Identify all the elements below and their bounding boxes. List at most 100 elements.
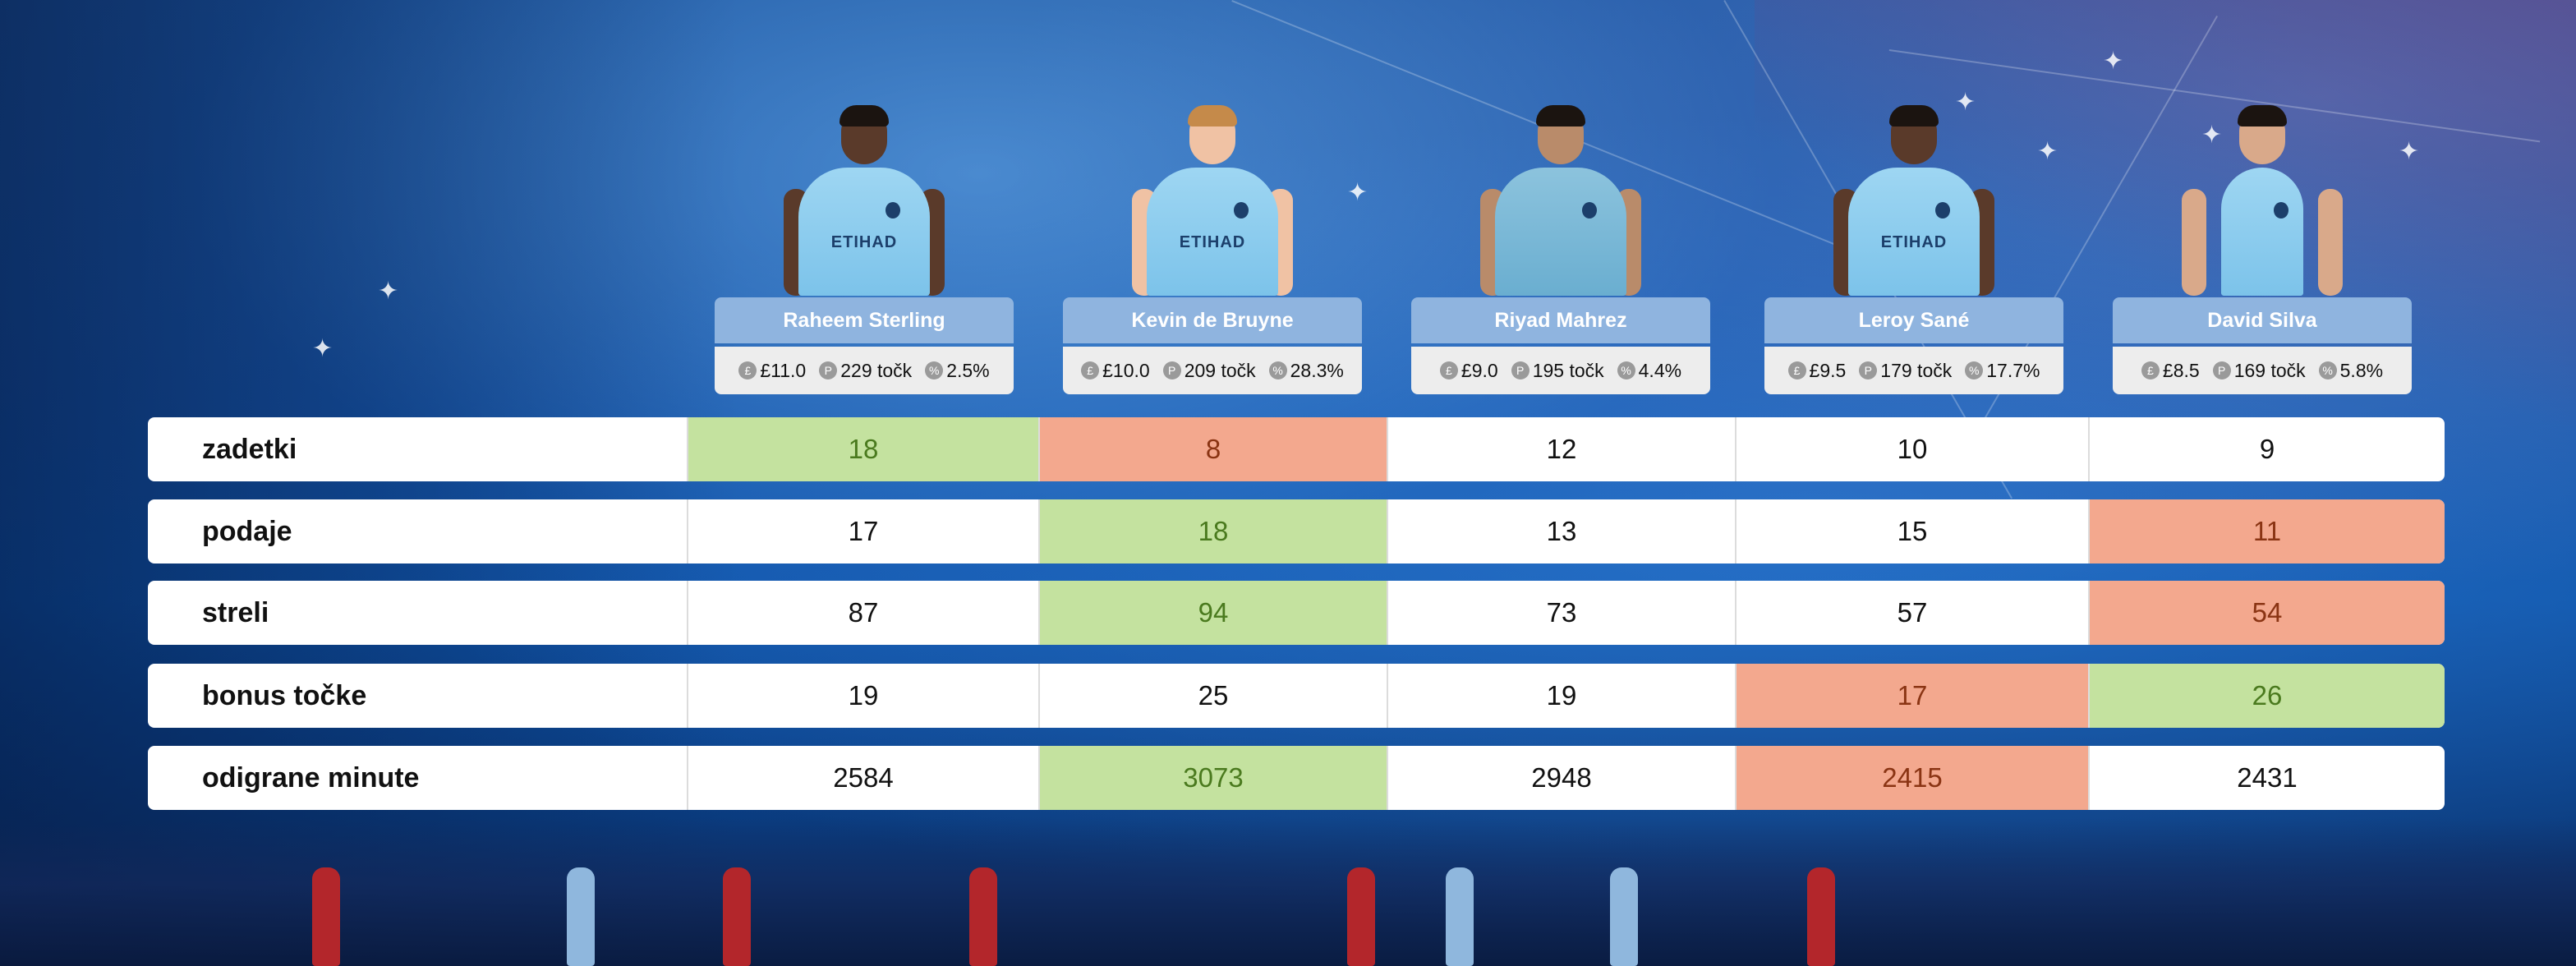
player-points: 229 točk xyxy=(840,359,913,381)
player-price: £9.5 xyxy=(1809,359,1847,381)
table-cell: 8 xyxy=(1040,417,1388,481)
player-card[interactable]: Riyad Mahrez £ £9.0 P 195 točk % 4.4% xyxy=(1411,97,1710,394)
crowd-strip xyxy=(0,818,2576,966)
player-price: £9.0 xyxy=(1460,359,1498,381)
points-icon: P xyxy=(1511,361,1530,380)
player-stats: £ £8.5 P 169 točk % 5.8% xyxy=(2113,347,2412,394)
player-stats: £ £11.0 P 229 točk % 2.5% xyxy=(715,347,1014,394)
shirt-sponsor: ETIHAD xyxy=(830,233,898,251)
stadium-light-icon: ✦ xyxy=(312,335,334,362)
stadium-light-icon: ✦ xyxy=(378,278,399,305)
row-label: podaje xyxy=(148,499,688,564)
points-icon: P xyxy=(1859,361,1878,380)
player-card[interactable]: ETIHAD Leroy Sané £ £9.5 P 179 točk % 17.7% xyxy=(1764,97,2063,394)
table-cell: 2431 xyxy=(2237,762,2298,793)
table-cell: 26 xyxy=(2090,664,2445,728)
table-cell: 19 xyxy=(688,664,1040,728)
table-cell: 54 xyxy=(2090,581,2445,645)
player-stats: £ £10.0 P 209 točk % 28.3% xyxy=(1063,347,1362,394)
stadium-light-icon: ✦ xyxy=(2201,122,2223,149)
table-cell: 3073 xyxy=(1040,746,1388,810)
table-cell: 17 xyxy=(1736,664,2090,728)
player-name: David Silva xyxy=(2113,297,2412,343)
player-ownership: 28.3% xyxy=(1290,359,1344,381)
player-photo xyxy=(2113,97,2412,296)
price-icon: £ xyxy=(2141,361,2160,380)
table-cell: 11 xyxy=(2090,499,2445,564)
player-price: £10.0 xyxy=(1102,359,1150,381)
ownership-icon: % xyxy=(925,361,944,380)
table-cell: 94 xyxy=(1040,581,1388,645)
ownership-icon: % xyxy=(2318,361,2337,380)
player-photo: ETIHAD xyxy=(715,97,1014,296)
table-cell: 9 xyxy=(2259,434,2275,464)
player-card[interactable]: ETIHAD Raheem Sterling £ £11.0 P 229 točk … xyxy=(715,97,1014,394)
row-label: odigrane minute xyxy=(148,746,688,810)
stadium-light-icon: ✦ xyxy=(1347,179,1368,206)
table-row: podaje 17 18 13 15 11 xyxy=(148,499,2445,564)
stadium-light-icon: ✦ xyxy=(2103,48,2124,75)
ownership-icon: % xyxy=(1268,361,1287,380)
points-icon: P xyxy=(1162,361,1181,380)
table-cell: 87 xyxy=(688,581,1040,645)
player-photo: ETIHAD xyxy=(1063,97,1362,296)
table-cell: 73 xyxy=(1388,581,1736,645)
row-label: bonus točke xyxy=(148,664,688,728)
table-cell: 2415 xyxy=(1736,746,2090,810)
table-cell: 25 xyxy=(1040,664,1388,728)
club-crest-icon xyxy=(1582,202,1597,218)
footballer-silhouette xyxy=(312,867,340,966)
table-cell: 13 xyxy=(1388,499,1736,564)
ownership-icon: % xyxy=(1617,361,1635,380)
table-cell: 12 xyxy=(1388,417,1736,481)
table-cell: 15 xyxy=(1736,499,2090,564)
club-crest-icon xyxy=(1935,202,1950,218)
table-cell: 18 xyxy=(688,417,1040,481)
player-name: Kevin de Bruyne xyxy=(1063,297,1362,343)
table-cell: 17 xyxy=(688,499,1040,564)
table-row: zadetki 18 8 12 10 9 xyxy=(148,417,2445,481)
footballer-silhouette xyxy=(1446,867,1474,966)
table-row: streli 87 94 73 57 54 xyxy=(148,581,2445,645)
player-stats: £ £9.5 P 179 točk % 17.7% xyxy=(1764,347,2063,394)
stadium-light-icon: ✦ xyxy=(1955,89,1976,116)
player-name: Leroy Sané xyxy=(1764,297,2063,343)
row-label: zadetki xyxy=(148,417,688,481)
player-price: £11.0 xyxy=(760,359,807,381)
player-card[interactable]: ETIHAD Kevin de Bruyne £ £10.0 P 209 točk … xyxy=(1063,97,1362,394)
player-points: 179 točk xyxy=(1880,359,1953,381)
footballer-silhouette xyxy=(567,867,595,966)
club-crest-icon xyxy=(886,202,900,218)
player-name: Raheem Sterling xyxy=(715,297,1014,343)
player-stats: £ £9.0 P 195 točk % 4.4% xyxy=(1411,347,1710,394)
player-ownership: 17.7% xyxy=(1986,359,2040,381)
points-icon: P xyxy=(819,361,838,380)
player-ownership: 2.5% xyxy=(946,359,990,381)
table-row: bonus točke 19 25 19 17 26 xyxy=(148,664,2445,728)
player-card[interactable]: David Silva £ £8.5 P 169 točk % 5.8% xyxy=(2113,97,2412,394)
player-ownership: 5.8% xyxy=(2339,359,2384,381)
player-photo xyxy=(1411,97,1710,296)
table-cell: 57 xyxy=(1736,581,2090,645)
price-icon: £ xyxy=(738,361,757,380)
price-icon: £ xyxy=(1081,361,1100,380)
player-points: 209 točk xyxy=(1184,359,1256,381)
player-points: 169 točk xyxy=(2233,359,2306,381)
ownership-icon: % xyxy=(1965,361,1984,380)
shirt-sponsor: ETIHAD xyxy=(1179,233,1246,251)
club-crest-icon xyxy=(2274,202,2288,218)
stadium-light-icon: ✦ xyxy=(2399,138,2420,165)
row-label: streli xyxy=(148,581,688,645)
player-points: 195 točk xyxy=(1532,359,1604,381)
shirt-sponsor: ETIHAD xyxy=(1880,233,1948,251)
table-cell: 2948 xyxy=(1388,746,1736,810)
points-icon: P xyxy=(2212,361,2231,380)
player-photo: ETIHAD xyxy=(1764,97,2063,296)
price-icon: £ xyxy=(1787,361,1806,380)
club-crest-icon xyxy=(1234,202,1249,218)
footballer-silhouette xyxy=(1347,867,1375,966)
stadium-light-icon: ✦ xyxy=(2037,138,2058,165)
table-cell: 10 xyxy=(1736,417,2090,481)
table-cell: 19 xyxy=(1388,664,1736,728)
footballer-silhouette xyxy=(1610,867,1638,966)
